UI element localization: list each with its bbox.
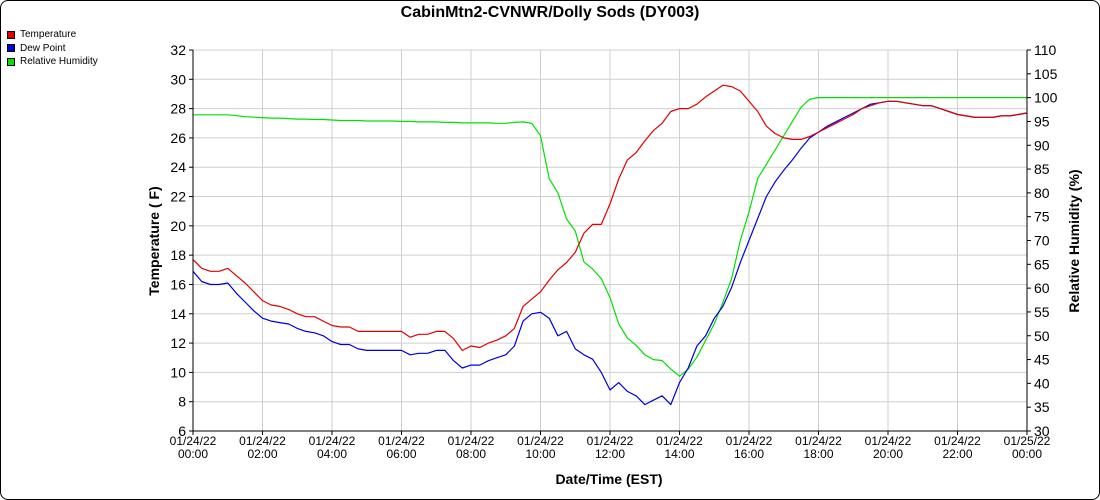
y-tick-label: 18 [170, 247, 186, 263]
x-tick-label-time: 18:00 [803, 447, 833, 461]
y2-tick-label: 105 [1034, 66, 1058, 82]
y-tick-label: 8 [178, 394, 186, 410]
x-tick-label-time: 16:00 [734, 447, 764, 461]
x-tick-label: 01/25/22 [1004, 434, 1051, 448]
x-tick-label: 01/24/22 [934, 434, 981, 448]
legend-label-dew-point: Dew Point [20, 42, 66, 54]
y2-tick-label: 45 [1034, 352, 1050, 368]
y-tick-label: 16 [170, 276, 186, 292]
x-tick-label: 01/24/22 [309, 434, 356, 448]
x-tick-label: 01/24/22 [587, 434, 634, 448]
x-tick-label-time: 20:00 [873, 447, 903, 461]
y-tick-label: 6 [178, 423, 186, 439]
legend-swatch-temperature [7, 30, 15, 39]
y-tick-label: 32 [170, 42, 186, 58]
y-tick-label: 22 [170, 189, 186, 205]
series-line-temperature [192, 84, 1028, 351]
y2-tick-label: 30 [1034, 423, 1050, 439]
y-tick-label: 12 [170, 335, 186, 351]
grid [192, 49, 1028, 432]
x-tick-label: 01/24/22 [726, 434, 773, 448]
x-tick-label-time: 22:00 [942, 447, 972, 461]
legend-label-temperature: Temperature [20, 29, 77, 41]
x-tick-label-time: 02:00 [247, 447, 277, 461]
legend-item-temperature: Temperature [7, 28, 98, 42]
x-tick-label-time: 00:00 [1012, 447, 1042, 461]
y-tick-label: 24 [170, 159, 186, 175]
legend-label-relative-humidity: Relative Humidity [20, 56, 98, 68]
y-tick-label: 26 [170, 130, 186, 146]
legend-item-relative-humidity: Relative Humidity [7, 55, 98, 69]
x-tick-label: 01/24/22 [448, 434, 495, 448]
y2-tick-label: 110 [1034, 42, 1057, 58]
x-tick-label-time: 04:00 [317, 447, 347, 461]
y2-tick-label: 90 [1034, 137, 1050, 153]
y-axis-title: Temperature ( F) [146, 186, 162, 295]
y2-tick-label: 40 [1034, 375, 1050, 391]
y2-tick-label: 60 [1034, 280, 1050, 296]
y2-tick-label: 85 [1034, 161, 1050, 177]
y2-tick-label: 55 [1034, 304, 1050, 320]
y2-tick-label: 35 [1034, 399, 1050, 415]
y-tick-label: 14 [170, 306, 186, 322]
legend: Temperature Dew Point Relative Humidity [7, 28, 98, 69]
x-tick-label: 01/24/22 [656, 434, 703, 448]
legend-swatch-relative-humidity [7, 57, 15, 66]
y-tick-label: 20 [170, 218, 186, 234]
x-tick-label: 01/24/22 [170, 434, 217, 448]
y-tick-label: 10 [170, 364, 186, 380]
y2-tick-label: 75 [1034, 209, 1050, 225]
chart-title: CabinMtn2-CVNWR/Dolly Sods (DY003) [400, 4, 700, 21]
y-tick-label: 28 [170, 101, 186, 117]
x-tick-label: 01/24/22 [517, 434, 564, 448]
y2-tick-label: 100 [1034, 90, 1058, 106]
series-line-relative-humidity [193, 96, 1027, 377]
x-tick-label-time: 10:00 [525, 447, 555, 461]
y2-tick-label: 50 [1034, 328, 1050, 344]
x-tick-label-time: 12:00 [595, 447, 625, 461]
x-tick-label-time: 00:00 [178, 447, 208, 461]
legend-item-dew-point: Dew Point [7, 42, 98, 56]
x-axis-title: Date/Time (EST) [555, 471, 662, 487]
y2-axis-title: Relative Humidity (%) [1066, 169, 1082, 312]
x-tick-label: 01/24/22 [378, 434, 425, 448]
y2-tick-label: 80 [1034, 185, 1050, 201]
x-tick-label: 01/24/22 [865, 434, 912, 448]
y2-tick-label: 70 [1034, 233, 1050, 249]
x-tick-label-time: 14:00 [664, 447, 694, 461]
y2-tick-label: 95 [1034, 113, 1050, 129]
x-tick-label-time: 08:00 [456, 447, 486, 461]
x-tick-label-time: 06:00 [386, 447, 416, 461]
x-tick-label: 01/24/22 [795, 434, 842, 448]
axes: 01/24/2200:0001/24/2202:0001/24/2204:000… [170, 42, 1058, 461]
y-tick-label: 30 [170, 71, 186, 87]
y2-tick-label: 65 [1034, 256, 1050, 272]
series-layer [192, 84, 1028, 406]
legend-swatch-dew-point [7, 44, 15, 53]
x-tick-label: 01/24/22 [239, 434, 286, 448]
